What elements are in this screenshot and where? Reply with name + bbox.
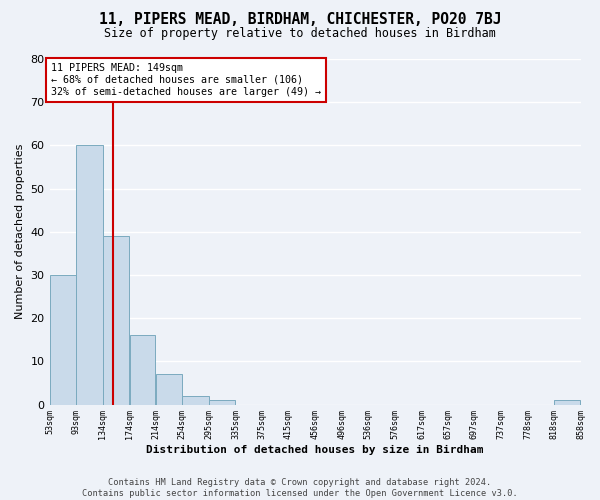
Bar — [103, 236, 129, 404]
Bar — [50, 275, 76, 404]
Bar — [130, 336, 155, 404]
Bar — [554, 400, 580, 404]
Text: 11 PIPERS MEAD: 149sqm
← 68% of detached houses are smaller (106)
32% of semi-de: 11 PIPERS MEAD: 149sqm ← 68% of detached… — [51, 64, 321, 96]
Y-axis label: Number of detached properties: Number of detached properties — [15, 144, 25, 320]
Text: 11, PIPERS MEAD, BIRDHAM, CHICHESTER, PO20 7BJ: 11, PIPERS MEAD, BIRDHAM, CHICHESTER, PO… — [99, 12, 501, 28]
Bar — [156, 374, 182, 404]
Bar — [76, 146, 103, 404]
Text: Size of property relative to detached houses in Birdham: Size of property relative to detached ho… — [104, 28, 496, 40]
Bar — [182, 396, 209, 404]
X-axis label: Distribution of detached houses by size in Birdham: Distribution of detached houses by size … — [146, 445, 484, 455]
Text: Contains HM Land Registry data © Crown copyright and database right 2024.
Contai: Contains HM Land Registry data © Crown c… — [82, 478, 518, 498]
Bar — [209, 400, 235, 404]
